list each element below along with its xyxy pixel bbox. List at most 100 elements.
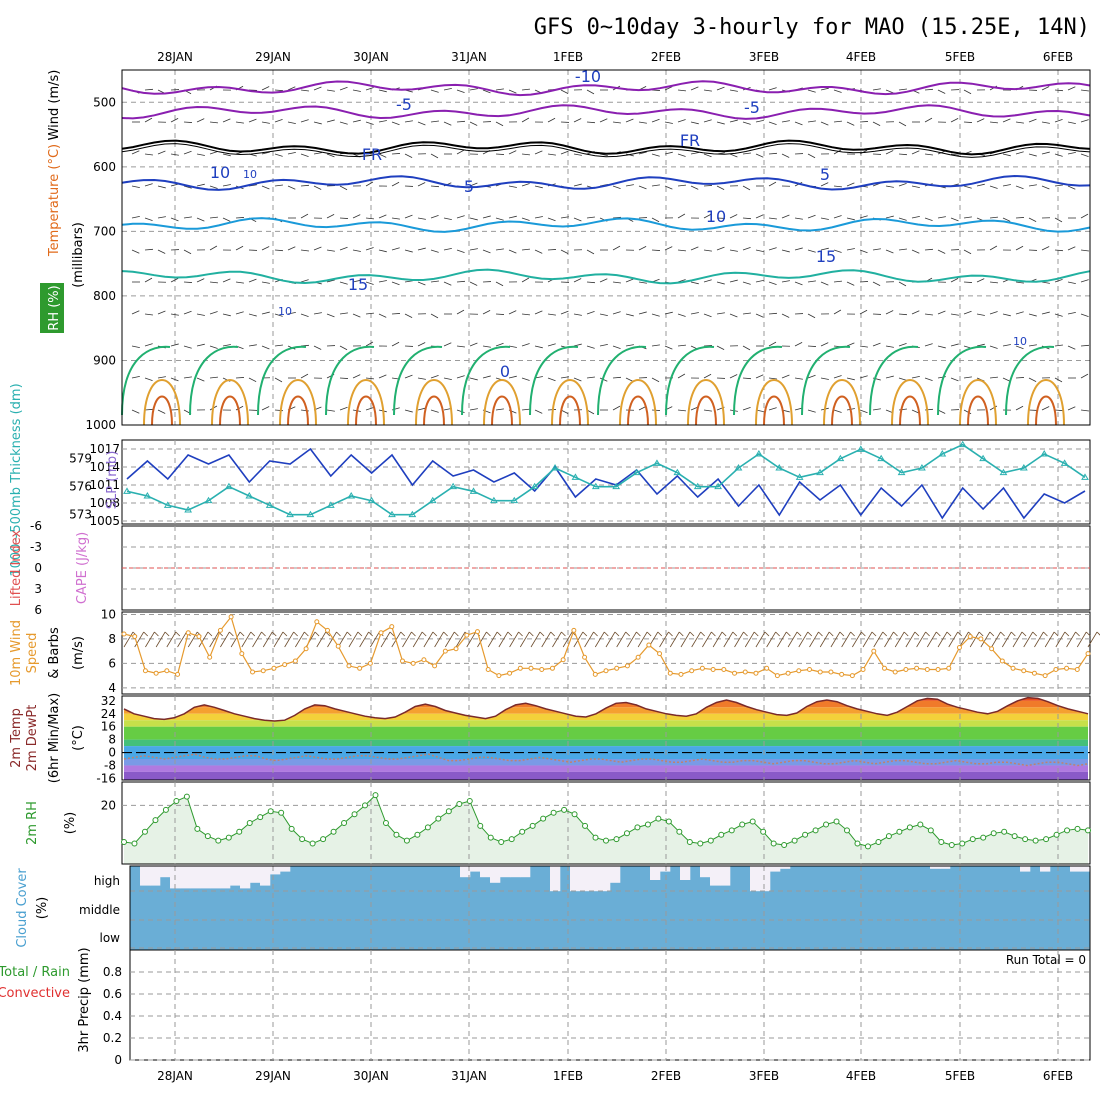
wind-barb xyxy=(248,118,257,123)
wind-barb xyxy=(287,246,296,251)
wind-barb xyxy=(508,150,517,155)
wind10-point xyxy=(153,670,159,676)
wind10-barb xyxy=(871,631,877,637)
thickness-marker xyxy=(367,496,376,504)
wind-barb xyxy=(963,216,972,219)
wind-frame xyxy=(121,611,1091,695)
wind-barb xyxy=(313,185,322,190)
wind-barb xyxy=(703,249,712,252)
wind-barb xyxy=(560,150,569,155)
cloud-gap xyxy=(260,866,271,886)
wind10-point xyxy=(646,642,652,648)
wind-barb xyxy=(469,377,478,381)
wind-barb xyxy=(456,149,465,155)
wind-barb xyxy=(794,281,803,286)
wind10-barb xyxy=(978,631,984,637)
wind-barb xyxy=(1041,121,1050,124)
wind10-point xyxy=(721,667,727,673)
cloud-gap xyxy=(750,866,761,892)
wind-barb xyxy=(209,376,218,379)
wind10-point xyxy=(989,646,995,652)
upper-tick: 700 xyxy=(93,224,116,238)
wind-barb xyxy=(534,185,543,189)
wind-barb xyxy=(820,281,829,286)
wind10-barb xyxy=(220,631,230,648)
date-label: 30JAN xyxy=(353,50,389,64)
wind-barb xyxy=(339,281,348,285)
wind-barb xyxy=(469,342,478,347)
wind-barb xyxy=(924,313,933,316)
rh2-point xyxy=(718,831,725,838)
wind-barb xyxy=(833,120,842,123)
wind-barb xyxy=(664,121,673,124)
wind-barb xyxy=(1054,344,1063,347)
wind10-barb xyxy=(368,631,373,637)
rh2-point xyxy=(686,839,693,846)
wind-barb xyxy=(599,278,608,283)
wind-barb xyxy=(274,377,283,383)
warm-lobe xyxy=(959,379,997,426)
wind-barb xyxy=(300,184,310,187)
wind-barb xyxy=(209,281,218,284)
wind-barb xyxy=(625,278,634,283)
wind10-barb xyxy=(443,631,448,637)
temp-tick: -16 xyxy=(96,771,116,785)
wind-barb xyxy=(560,89,569,94)
wind-barb xyxy=(339,185,348,191)
wind-barb xyxy=(339,312,348,315)
wind-barb xyxy=(508,310,517,315)
wind-barb xyxy=(508,185,517,188)
wind10-point xyxy=(239,651,245,657)
wind10-barb xyxy=(732,631,738,637)
rh2-point xyxy=(1043,836,1050,843)
warm-lobe xyxy=(755,379,793,426)
wind-barb xyxy=(664,311,673,315)
wind-barb xyxy=(560,249,569,254)
thickness-marker xyxy=(143,492,152,499)
wind-barb xyxy=(820,217,829,220)
green-contour xyxy=(461,345,511,416)
wind-barb xyxy=(885,310,894,315)
wind-barb xyxy=(417,182,426,187)
wind-barb xyxy=(781,313,790,318)
rh2-point xyxy=(540,815,547,822)
wind-barb xyxy=(924,153,933,156)
wind10-barb xyxy=(134,631,145,648)
green-contour xyxy=(121,345,171,416)
wind-barb xyxy=(1080,89,1089,92)
thickness-marker xyxy=(245,492,254,499)
wind10-barb xyxy=(614,631,620,637)
wind10-barb xyxy=(198,631,209,648)
thickness-marker xyxy=(836,454,845,462)
wind10-point xyxy=(1010,665,1016,671)
wind-barb xyxy=(586,376,595,379)
wind10-point xyxy=(678,671,684,677)
wind10-barb xyxy=(989,631,995,637)
wind-barb xyxy=(274,313,283,317)
wind-barb xyxy=(833,149,842,155)
wind-barb xyxy=(404,374,413,379)
wind10-barb xyxy=(207,631,213,637)
wind10-label-a: 10m Wind xyxy=(9,620,24,686)
li-tick: 0 xyxy=(34,561,42,575)
wind10-barb xyxy=(936,631,941,637)
wind-barb xyxy=(352,119,361,123)
wind-barb xyxy=(482,249,491,254)
wind-barb xyxy=(534,249,543,254)
wind-barb xyxy=(1067,185,1076,190)
thickness-marker xyxy=(693,482,702,490)
wind10-point xyxy=(303,646,309,652)
wind-barb xyxy=(521,117,530,123)
wind-barb xyxy=(508,89,517,94)
wind-barb xyxy=(664,185,673,190)
temp-contour xyxy=(121,80,1091,97)
wind-barb xyxy=(365,407,374,411)
wind10-barb xyxy=(862,631,873,648)
wind-barb xyxy=(859,409,868,414)
cloud-gap xyxy=(140,866,151,886)
wind10-barb xyxy=(680,631,691,648)
wind-barb xyxy=(833,89,842,93)
wind10-barb xyxy=(946,631,952,637)
wind-barb xyxy=(456,215,465,219)
wind10-barb xyxy=(1053,631,1059,637)
